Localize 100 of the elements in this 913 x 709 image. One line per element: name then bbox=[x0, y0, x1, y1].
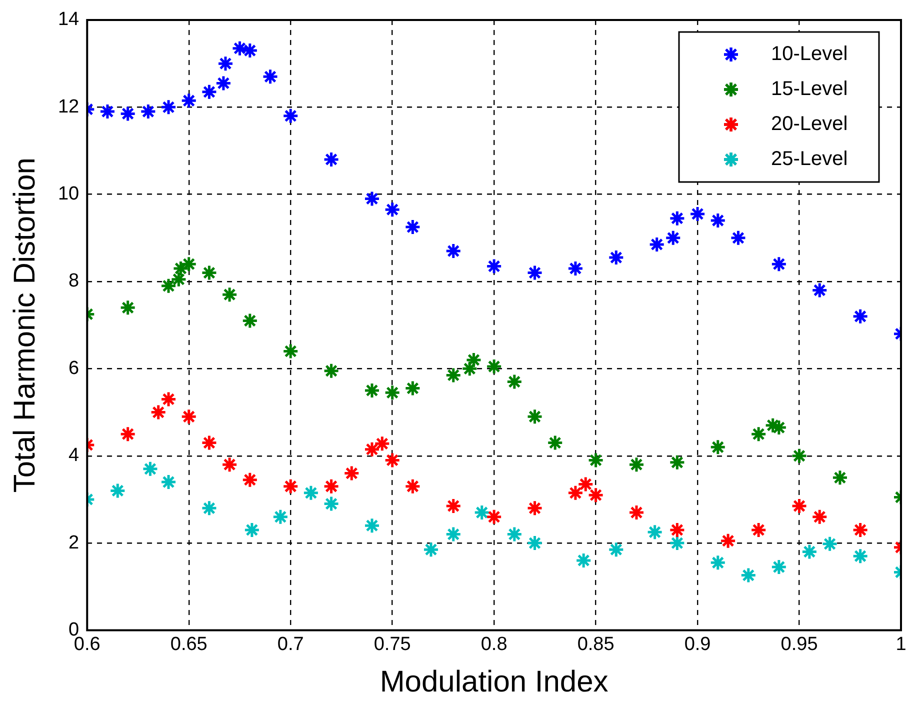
point bbox=[852, 308, 869, 325]
point bbox=[791, 448, 808, 464]
point bbox=[588, 452, 604, 468]
point bbox=[120, 426, 136, 442]
point bbox=[770, 256, 788, 272]
point bbox=[150, 404, 167, 421]
point bbox=[282, 108, 299, 124]
point bbox=[668, 534, 686, 552]
point bbox=[404, 380, 421, 397]
point bbox=[364, 517, 380, 534]
point bbox=[588, 486, 604, 504]
point bbox=[142, 460, 158, 478]
point bbox=[231, 40, 248, 57]
point bbox=[852, 548, 869, 564]
point bbox=[200, 434, 218, 452]
x-tick-label: 0.7 bbox=[277, 634, 304, 655]
point bbox=[811, 508, 828, 526]
point bbox=[282, 478, 299, 495]
legend-label: 10-Level bbox=[771, 43, 848, 66]
point bbox=[832, 469, 848, 486]
point bbox=[646, 524, 664, 540]
point bbox=[506, 526, 523, 543]
point bbox=[546, 434, 564, 452]
point bbox=[384, 384, 401, 401]
point bbox=[160, 474, 177, 490]
point bbox=[364, 382, 380, 399]
point bbox=[445, 498, 462, 514]
point bbox=[730, 230, 746, 246]
point bbox=[120, 105, 136, 122]
point bbox=[160, 98, 177, 116]
point bbox=[567, 260, 584, 277]
legend-label: 25-Level bbox=[771, 148, 848, 170]
point bbox=[172, 260, 189, 277]
x-tick-label: 0.9 bbox=[684, 634, 711, 655]
x-tick-label: 1 bbox=[896, 634, 906, 655]
point bbox=[343, 465, 360, 482]
legend-label: 20-Level bbox=[771, 113, 848, 136]
point bbox=[486, 508, 502, 526]
point bbox=[445, 526, 462, 543]
point bbox=[242, 472, 258, 488]
point bbox=[160, 390, 177, 408]
point bbox=[384, 201, 401, 218]
point bbox=[750, 522, 767, 538]
point bbox=[750, 426, 767, 442]
point bbox=[200, 264, 218, 282]
point bbox=[720, 532, 736, 550]
point bbox=[445, 366, 462, 384]
point bbox=[215, 74, 232, 92]
point bbox=[404, 478, 421, 495]
x-tick-label: 0.65 bbox=[170, 634, 208, 655]
point bbox=[160, 278, 177, 294]
point bbox=[384, 452, 401, 468]
point bbox=[217, 55, 234, 72]
point bbox=[852, 522, 869, 538]
x-tick-label: 0.75 bbox=[374, 634, 411, 655]
legend-label: 15-Level bbox=[771, 78, 848, 100]
point bbox=[282, 343, 299, 360]
point bbox=[526, 534, 544, 552]
point bbox=[608, 541, 624, 558]
y-tick-label: 14 bbox=[58, 9, 80, 30]
point bbox=[262, 68, 279, 85]
point bbox=[668, 210, 686, 227]
point bbox=[374, 435, 390, 452]
point bbox=[710, 554, 726, 571]
point bbox=[526, 408, 544, 425]
point bbox=[486, 258, 502, 275]
y-axis-title: Total Harmonic Distortion bbox=[8, 158, 42, 493]
x-tick-label: 0.8 bbox=[480, 634, 508, 655]
y-tick-label: 4 bbox=[68, 445, 80, 466]
point bbox=[140, 103, 156, 120]
y-tick-label: 6 bbox=[68, 358, 80, 379]
point bbox=[323, 496, 340, 512]
point bbox=[364, 190, 380, 207]
y-tick-label: 12 bbox=[58, 96, 80, 118]
point bbox=[770, 558, 788, 576]
point bbox=[801, 543, 818, 560]
point bbox=[465, 352, 482, 368]
point bbox=[506, 374, 523, 390]
point bbox=[628, 456, 645, 473]
point bbox=[710, 212, 726, 229]
point bbox=[120, 299, 136, 316]
point bbox=[323, 151, 340, 168]
point bbox=[244, 522, 260, 538]
point bbox=[364, 441, 380, 458]
point bbox=[180, 256, 198, 272]
point bbox=[628, 504, 645, 521]
point bbox=[109, 482, 126, 499]
point bbox=[200, 84, 218, 100]
y-tick-label: 8 bbox=[68, 270, 80, 292]
point bbox=[486, 358, 502, 375]
point bbox=[302, 484, 320, 502]
point bbox=[474, 504, 490, 521]
point bbox=[526, 264, 544, 282]
point bbox=[575, 552, 592, 569]
point bbox=[170, 271, 187, 288]
point bbox=[664, 230, 682, 246]
point bbox=[608, 249, 624, 266]
point bbox=[404, 218, 421, 236]
point bbox=[242, 312, 258, 329]
point bbox=[526, 500, 544, 516]
